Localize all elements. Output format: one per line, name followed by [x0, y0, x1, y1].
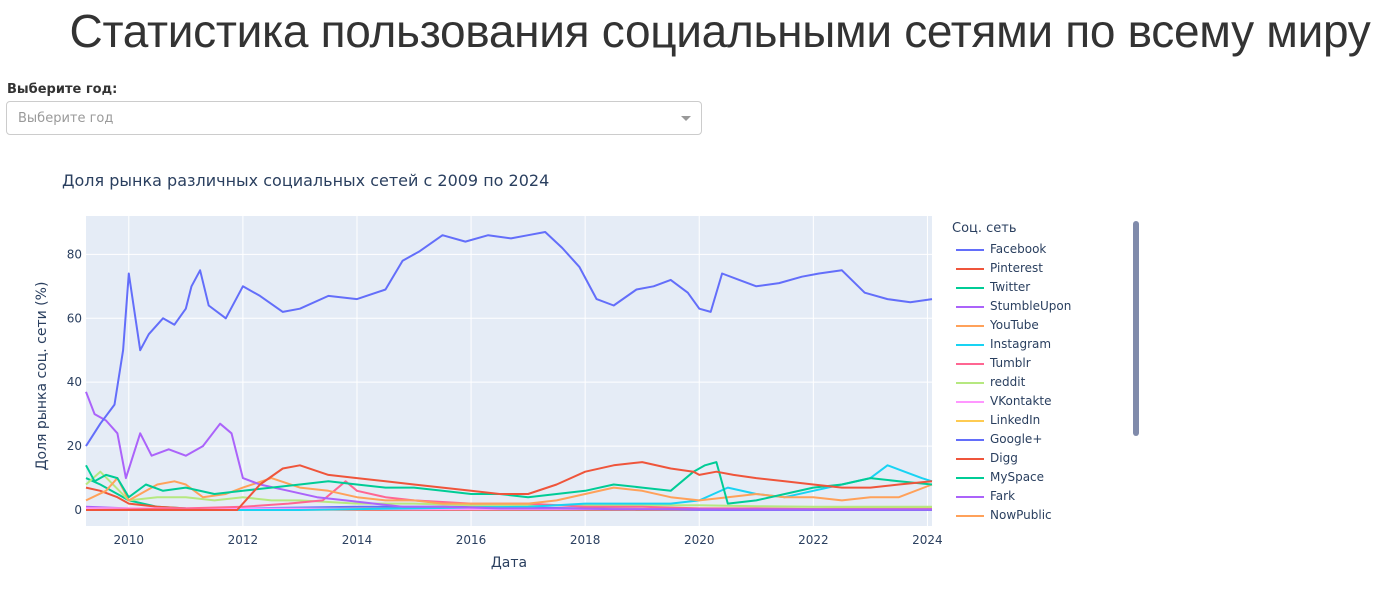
legend-swatch [956, 477, 984, 479]
legend-label: Twitter [990, 280, 1031, 294]
y-tick-label: 40 [67, 375, 82, 389]
legend-swatch [956, 268, 984, 270]
series-line-facebook[interactable] [85, 231, 933, 447]
year-filter-label: Выберите год: [7, 82, 118, 97]
legend-swatch [956, 344, 984, 346]
legend-swatch [956, 439, 984, 441]
series-line-stumbleupon[interactable] [85, 391, 932, 511]
x-tick-label: 2018 [570, 533, 601, 547]
chart-title: Доля рынка различных социальных сетей с … [62, 171, 550, 190]
y-axis-label: Доля рынка соц. сети (%) [34, 282, 50, 471]
x-tick-label: 2024 [912, 533, 943, 547]
legend-label: StumbleUpon [990, 299, 1072, 313]
y-tick-label: 20 [67, 439, 82, 453]
series-layer [85, 231, 933, 511]
y-tick-label: 60 [67, 311, 82, 325]
x-tick-label: 2022 [798, 533, 829, 547]
legend-swatch [956, 458, 984, 460]
legend-label: Tumblr [990, 356, 1031, 370]
legend-label: Fark [990, 489, 1016, 503]
legend-label: YouTube [990, 318, 1039, 332]
legend-label: Google+ [990, 432, 1043, 446]
x-tick-label: 2012 [228, 533, 259, 547]
legend-label: Instagram [990, 337, 1052, 351]
legend-label: NowPublic [990, 508, 1052, 522]
axis-ticks: 2010 2012 2014 2016 2018 2020 2022 2024 0 20 40 60 8… [67, 247, 943, 547]
x-tick-label: 2016 [456, 533, 487, 547]
x-tick-label: 2014 [342, 533, 373, 547]
legend-label: Digg [990, 451, 1018, 465]
year-dropdown-placeholder: Выберите год [18, 111, 114, 126]
legend-label: Pinterest [990, 261, 1044, 275]
legend-swatch [956, 287, 984, 289]
legend-label: VKontakte [990, 394, 1052, 408]
legend-swatch [956, 249, 984, 251]
legend-label: MySpace [990, 470, 1045, 484]
year-dropdown[interactable]: Выберите год [6, 101, 702, 135]
plot-area[interactable] [86, 216, 932, 526]
x-axis-label: Дата [491, 555, 527, 571]
page-title: Статистика пользования социальными сетям… [69, 5, 1371, 57]
legend-swatch [956, 325, 984, 327]
series-line-reddit[interactable] [85, 470, 932, 508]
legend-swatch [956, 420, 984, 422]
legend-swatch [956, 382, 984, 384]
x-tick-label: 2010 [114, 533, 145, 547]
legend-scrollbar[interactable] [1133, 221, 1139, 436]
legend-title: Соц. сеть [952, 221, 1017, 236]
legend-label: reddit [990, 375, 1026, 389]
series-line-pinterest[interactable] [86, 461, 933, 511]
legend-swatch [956, 515, 984, 517]
y-tick-label: 0 [74, 503, 82, 517]
series-line-instagram[interactable] [86, 464, 933, 511]
y-tick-label: 80 [67, 247, 82, 261]
series-line-youtube[interactable] [85, 477, 933, 505]
legend-label: LinkedIn [990, 413, 1041, 427]
x-tick-label: 2020 [684, 533, 715, 547]
legend-label: Facebook [990, 242, 1047, 256]
legend-swatch [956, 306, 984, 308]
chevron-down-icon[interactable] [681, 116, 691, 121]
series-line-twitter[interactable] [85, 461, 933, 505]
legend-swatch [956, 363, 984, 365]
legend-swatch [956, 496, 984, 498]
legend-swatch [956, 401, 984, 403]
